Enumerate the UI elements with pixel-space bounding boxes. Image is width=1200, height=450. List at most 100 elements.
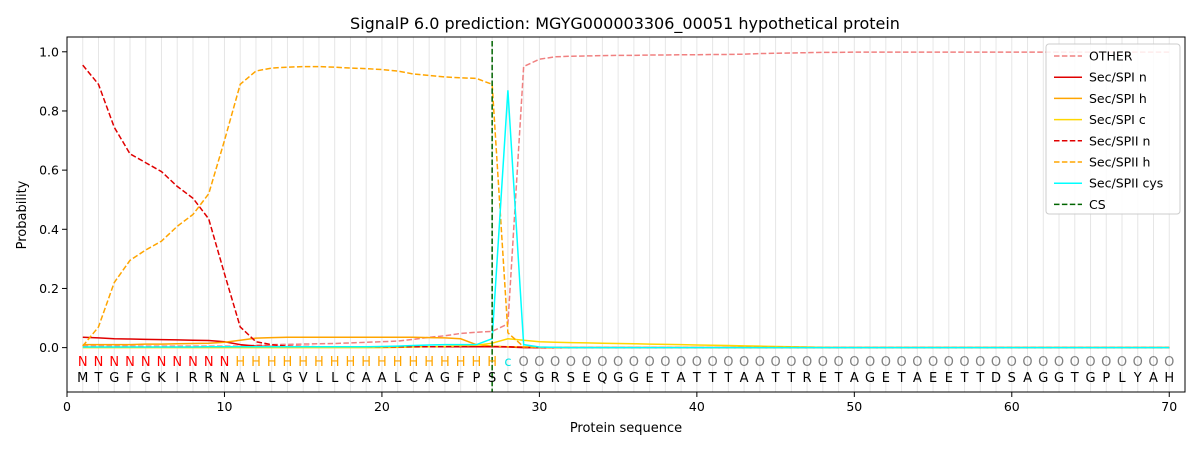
sequence-letter: T — [834, 371, 843, 386]
annotation-letter: O — [833, 355, 843, 370]
annotation-letter: O — [818, 355, 828, 370]
sequence-letter: L — [315, 371, 323, 386]
series-line-sec-spii-n — [82, 64, 1170, 349]
annotation-letter: O — [1070, 355, 1080, 370]
sequence-letter: T — [1070, 371, 1079, 386]
annotation-letter: H — [472, 355, 482, 370]
annotation-letter: H — [487, 355, 497, 370]
annotation-letter: O — [991, 355, 1001, 370]
annotation-letter: O — [534, 355, 544, 370]
sequence-letter: C — [346, 371, 355, 386]
annotation-letter: O — [1164, 355, 1174, 370]
sequence-letter: R — [803, 371, 812, 386]
sequence-letter: A — [362, 371, 371, 386]
sequence-letter: T — [723, 371, 732, 386]
sequence-letter: E — [929, 371, 937, 386]
sequence-letter: G — [141, 371, 151, 386]
sequence-letter: H — [1164, 371, 1174, 386]
sequence-letter: S — [520, 371, 528, 386]
series-line-sec-spii-h — [82, 65, 1170, 349]
annotation-letter: H — [440, 355, 450, 370]
y-tick-label: 0.0 — [39, 340, 59, 355]
sequence-letter: T — [94, 371, 103, 386]
sequence-letter: S — [488, 371, 496, 386]
annotation-letter: N — [220, 355, 230, 370]
x-tick-label: 50 — [846, 399, 862, 414]
sequence-letter: D — [991, 371, 1001, 386]
annotation-letter: N — [172, 355, 182, 370]
sequence-letter: E — [646, 371, 654, 386]
sequence-letter: C — [409, 371, 418, 386]
sequence-letter: Y — [1133, 371, 1142, 386]
annotation-letter: O — [944, 355, 954, 370]
sequence-letter: F — [457, 371, 464, 386]
x-axis-label: Protein sequence — [570, 421, 682, 436]
annotation-letter: O — [739, 355, 749, 370]
y-tick-label: 0.2 — [39, 281, 59, 296]
sequence-letter: A — [236, 371, 245, 386]
annotation-letter: O — [1148, 355, 1158, 370]
sequence-letter: N — [220, 371, 230, 386]
sequence-letter: G — [109, 371, 119, 386]
sequence-letter: V — [299, 371, 308, 386]
sequence-letter: A — [740, 371, 749, 386]
annotation-letter: H — [330, 355, 340, 370]
annotation-letter: H — [251, 355, 261, 370]
legend: OTHER Sec/SPI n Sec/SPI h Sec/SPI c Sec/SPII… — [1045, 43, 1181, 215]
sequence-letter: E — [882, 371, 890, 386]
annotation-letter: O — [707, 355, 717, 370]
annotation-letter: O — [1101, 355, 1111, 370]
sequence-letter: P — [1102, 371, 1110, 386]
annotation-letter: H — [314, 355, 324, 370]
annotation-letter: N — [157, 355, 167, 370]
x-tick-label: 10 — [217, 399, 233, 414]
sequence-letter: G — [1038, 371, 1048, 386]
annotation-letter: N — [109, 355, 119, 370]
sequence-letter: A — [677, 371, 686, 386]
annotation-letter: H — [424, 355, 434, 370]
sequence-letter: G — [282, 371, 292, 386]
annotation-letter: O — [1117, 355, 1127, 370]
annotation-letter: O — [770, 355, 780, 370]
sequence-letter: E — [819, 371, 827, 386]
legend-label: Sec/SPII n — [1089, 133, 1150, 148]
sequence-letter: G — [440, 371, 450, 386]
sequence-letter: P — [472, 371, 480, 386]
annotation-letter: O — [1054, 355, 1064, 370]
annotation-letter: O — [692, 355, 702, 370]
sequence-letter: A — [1149, 371, 1158, 386]
y-tick-label: 0.4 — [39, 222, 59, 237]
sequence-letter: E — [583, 371, 591, 386]
y-axis: 0.0 0.2 0.4 0.6 0.8 1.0 — [39, 44, 67, 355]
sequence-letter: G — [1085, 371, 1095, 386]
sequence-letter: T — [708, 371, 717, 386]
sequence-letter: A — [850, 371, 859, 386]
legend-label: Sec/SPI n — [1089, 70, 1147, 85]
annotation-letter: O — [802, 355, 812, 370]
annotation-letter: O — [676, 355, 686, 370]
annotation-letter: O — [959, 355, 969, 370]
annotation-letter: O — [896, 355, 906, 370]
sequence-letter: A — [755, 371, 764, 386]
annotation-letter: N — [78, 355, 88, 370]
series-line-sec-spii-cys — [82, 90, 1170, 349]
sequence-letter: L — [252, 371, 260, 386]
annotation-letter: O — [865, 355, 875, 370]
x-tick-label: 0 — [63, 399, 71, 414]
annotation-letter: O — [849, 355, 859, 370]
annotation-letter: H — [267, 355, 277, 370]
sequence-letter: C — [503, 371, 512, 386]
y-tick-label: 0.8 — [39, 103, 59, 118]
annotation-letter: H — [377, 355, 387, 370]
annotation-letter: O — [975, 355, 985, 370]
sequence-letter: A — [425, 371, 434, 386]
chart-title: SignalP 6.0 prediction: MGYG000003306_00… — [350, 14, 900, 34]
annotation-letter: O — [550, 355, 560, 370]
legend-label: CS — [1089, 197, 1106, 212]
annotation-letter: c — [504, 355, 511, 370]
annotation-letter: O — [881, 355, 891, 370]
x-tick-label: 70 — [1161, 399, 1177, 414]
sequence-letter: L — [331, 371, 339, 386]
annotation-letter: H — [346, 355, 356, 370]
